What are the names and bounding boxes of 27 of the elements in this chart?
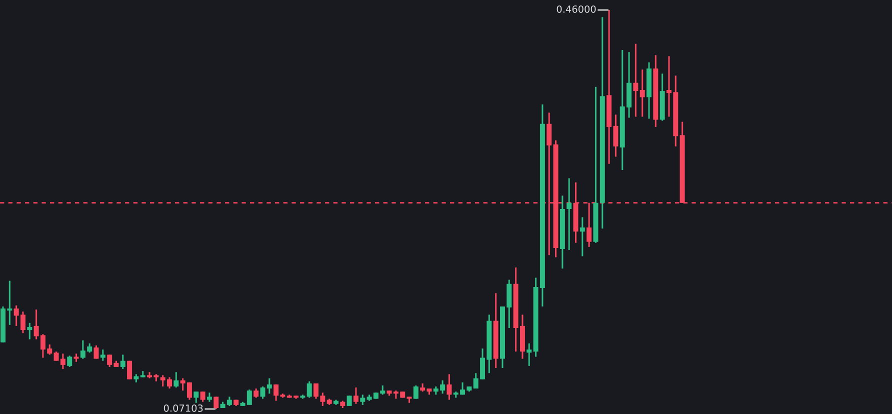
candlestick [346, 394, 352, 407]
annotation: 0.07103 [164, 404, 203, 412]
candlestick [260, 386, 266, 400]
candlestick [214, 396, 219, 410]
candlestick [27, 322, 32, 340]
candlestick [67, 354, 72, 368]
candlestick [200, 390, 206, 403]
candlestick [360, 394, 366, 406]
candlestick [353, 386, 358, 405]
candlestick [174, 371, 179, 388]
candlestick [580, 216, 585, 257]
annotation: 0.46000 [556, 5, 596, 13]
candlestick [640, 68, 645, 118]
candlestick [633, 43, 638, 118]
candlestick [306, 380, 312, 399]
candlestick [94, 344, 99, 360]
candlestick [446, 373, 452, 401]
candlestick [413, 384, 418, 400]
candlestick [206, 392, 212, 403]
candlestick [127, 360, 132, 380]
candlestick [194, 390, 199, 404]
candlestick [254, 388, 259, 399]
candlestick [100, 348, 106, 362]
candlestick [526, 342, 532, 367]
candlestick [266, 377, 272, 394]
candlestick [566, 177, 572, 251]
candlestick [120, 354, 126, 370]
